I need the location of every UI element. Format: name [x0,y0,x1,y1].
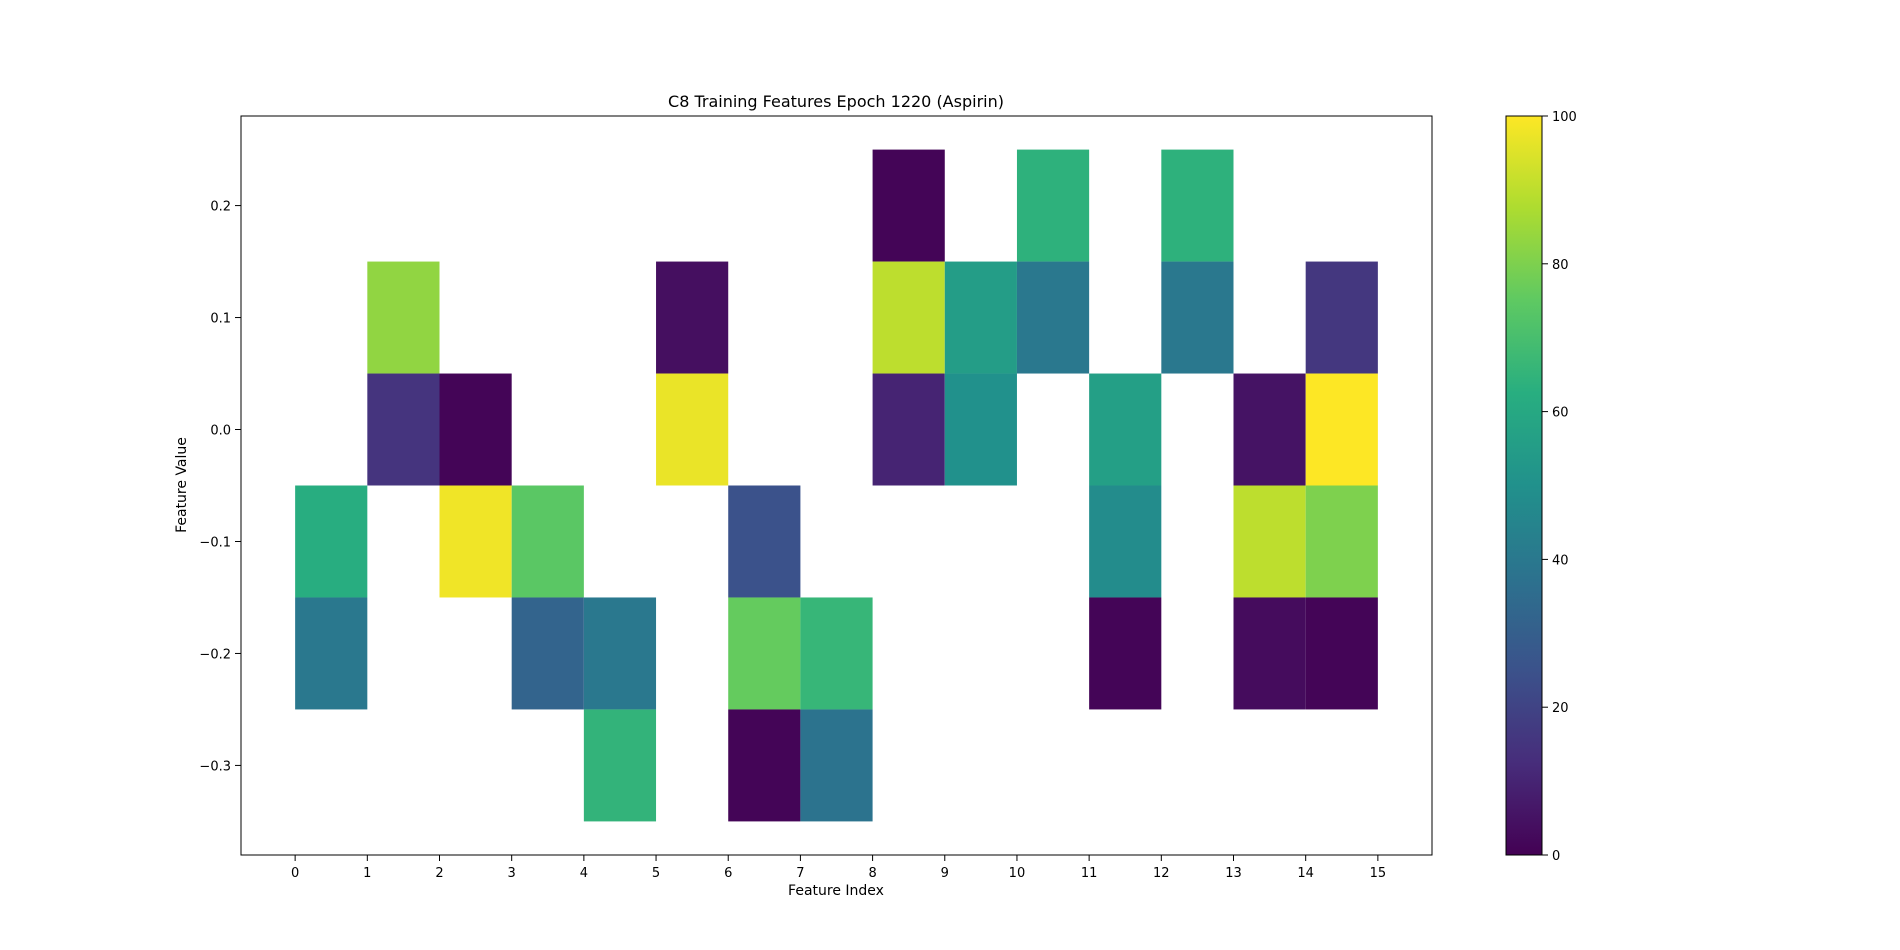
colorbar-tick-label: 100 [1552,110,1577,125]
heatmap-cell [511,597,584,710]
heatmap-cell [1305,597,1378,710]
heatmap-cell [800,597,873,710]
heatmap-cell [1016,261,1090,374]
heatmap-cell [1233,485,1306,598]
x-tick-label: 13 [1225,866,1242,881]
x-tick-label: 11 [1081,866,1098,881]
heatmap-cell [295,485,368,598]
heatmap-cell [728,709,801,822]
y-axis-label: Feature Value [174,437,190,533]
x-tick-label: 2 [435,866,443,881]
heatmap-cell [511,485,584,598]
colorbar: 0 20 40 60 80 100 [1505,110,1577,864]
heatmap-cell [1089,485,1162,598]
heatmap-cell [1016,149,1090,262]
heatmap-cell [439,485,512,598]
y-tick-label: −0.3 [199,759,231,774]
heatmap-cell [872,261,945,374]
x-tick-label: 15 [1370,866,1387,881]
x-tick-label: 6 [724,866,732,881]
x-tick-label: 10 [1009,866,1026,881]
heatmap-cell [367,373,440,486]
x-tick-label: 9 [941,866,949,881]
heatmap-cell [872,373,945,486]
heatmap-cell [656,261,729,374]
heatmap-cell [1233,373,1306,486]
heatmap-cell [1161,261,1234,374]
heatmap-cells [295,149,1378,822]
x-tick-label: 12 [1153,866,1170,881]
colorbar-frame [1505,115,1543,856]
colorbar-ticks: 0 20 40 60 80 100 [1542,110,1577,864]
colorbar-tick-label: 60 [1552,406,1569,421]
heatmap-cell [1305,485,1378,598]
heatmap-cell [367,261,440,374]
heatmap-cell [295,597,368,710]
chart-title: C8 Training Features Epoch 1220 (Aspirin… [668,92,1004,111]
heatmap-cell [583,709,657,822]
colorbar-tick-label: 20 [1552,701,1569,716]
x-tick-label: 3 [508,866,516,881]
y-tick-label: −0.2 [199,647,231,662]
colorbar-tick-label: 40 [1552,553,1569,568]
x-axis-label: Feature Index [788,883,884,899]
x-tick-label: 8 [868,866,876,881]
heatmap-cell [656,373,729,486]
x-tick-label: 0 [291,866,299,881]
heatmap-cell [1089,373,1162,486]
y-tick-label: −0.1 [199,535,231,550]
x-tick-label: 14 [1297,866,1314,881]
heatmap-cell [1161,149,1234,262]
heatmap-cell [728,485,801,598]
x-tick-label: 7 [796,866,804,881]
heatmap-cell [1305,261,1378,374]
colorbar-tick-label: 0 [1552,849,1560,864]
heatmap-cell [1089,597,1162,710]
heatmap-cell [944,261,1017,374]
heatmap-cell [439,373,512,486]
heatmap-cell [944,373,1017,486]
heatmap-cell [1305,373,1378,486]
x-tick-label: 5 [652,866,660,881]
y-tick-label: 0.2 [210,200,231,215]
x-tick-label: 1 [363,866,371,881]
colorbar-tick-label: 80 [1552,258,1569,273]
heatmap-cell [872,149,945,262]
heatmap-cell [583,597,657,710]
heatmap-cell [800,709,873,822]
y-tick-label: 0.1 [210,312,231,327]
y-tick-label: 0.0 [210,424,231,439]
x-axis-ticks: 0 1 2 3 4 5 6 7 8 9 10 11 12 13 14 15 [291,855,1386,881]
plot-frame [240,115,1433,856]
colorbar-gradient [1506,116,1542,855]
heatmap-cell [1233,597,1306,710]
y-axis-ticks: 0.2 0.1 0.0 −0.1 −0.2 −0.3 [199,200,241,774]
heatmap-cell [728,597,801,710]
x-tick-label: 4 [580,866,588,881]
